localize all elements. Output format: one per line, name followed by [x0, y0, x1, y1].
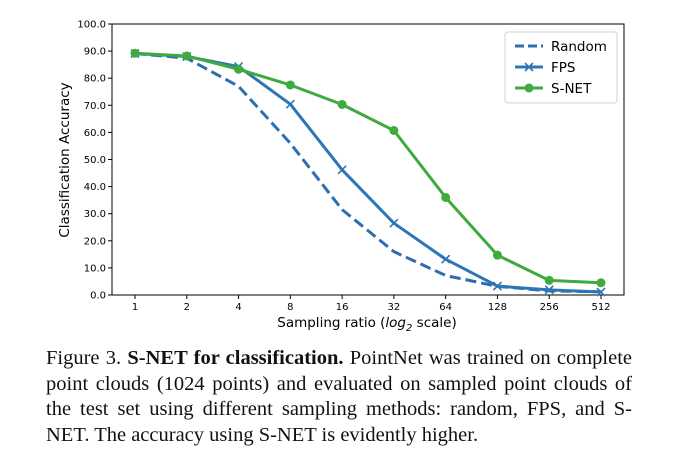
x-axis-label: Sampling ratio (log2 scale) [277, 315, 456, 334]
data-point [492, 281, 503, 291]
data-point [337, 165, 347, 175]
y-tick-label: 90.0 [84, 47, 106, 58]
x-tick-label: 32 [388, 302, 401, 313]
x-tick-label: 4 [235, 302, 241, 313]
y-axis: 0.0 10.0 20.0 30.0 40.0 50.0 60.0 70.0 80.0 90.0 1… [77, 20, 112, 302]
accuracy-chart: 0.0 10.0 20.0 30.0 40.0 50.0 60.0 70.0 80.0 90.0 1… [57, 20, 625, 334]
legend: Random FPS S-NET [504, 31, 618, 104]
x-tick-label: 1 [132, 302, 138, 313]
legend-box [504, 31, 618, 104]
data-point [389, 218, 399, 228]
legend-label: FPS [551, 60, 575, 76]
legend-label: S-NET [551, 81, 592, 97]
y-tick-label: 100.0 [77, 20, 106, 31]
caption-text: PointNet was trained on complete point c… [46, 347, 632, 446]
data-point [544, 285, 554, 295]
data-point [234, 64, 244, 74]
series-lines [134, 51, 602, 294]
x-tick-label: 16 [336, 302, 349, 313]
legend-item-s-net: S-NET [515, 81, 592, 97]
x-tick-label: 8 [287, 302, 293, 313]
y-tick-label: 10.0 [84, 263, 106, 274]
data-point [596, 278, 606, 288]
x-tick-label: 512 [591, 302, 610, 313]
data-point [441, 254, 451, 264]
data-point [389, 126, 399, 136]
x-tick-label: 2 [184, 302, 190, 313]
x-tick-label: 256 [540, 302, 559, 313]
x-axis: 1 2 4 8 16 32 64 128 256 512 [132, 295, 611, 313]
y-tick-label: 60.0 [84, 128, 106, 139]
figure-caption: Figure 3. S-NET for classification. Poin… [46, 346, 632, 448]
data-point [596, 287, 606, 297]
legend-item-random: Random [515, 39, 607, 55]
data-point [441, 192, 451, 202]
y-tick-label: 50.0 [84, 155, 106, 166]
y-tick-label: 80.0 [84, 74, 106, 85]
y-axis-label: Classification Accuracy [57, 82, 73, 237]
data-point [492, 250, 502, 260]
y-tick-label: 20.0 [84, 236, 106, 247]
x-tick-label: 64 [439, 302, 452, 313]
legend-label: Random [551, 39, 607, 55]
data-point [544, 275, 554, 285]
x-tick-label: 128 [488, 302, 507, 313]
caption-title: S-NET for classification. [127, 347, 344, 369]
data-point [285, 80, 295, 90]
legend-item-fps: FPS [515, 60, 575, 76]
data-point [337, 99, 347, 109]
data-point [285, 99, 295, 109]
y-tick-label: 40.0 [84, 182, 106, 193]
data-point [130, 48, 140, 58]
y-tick-label: 0.0 [90, 291, 106, 302]
y-tick-label: 70.0 [84, 101, 106, 112]
y-tick-label: 30.0 [84, 209, 106, 220]
caption-label: Figure 3. [46, 347, 122, 369]
series-markers [130, 48, 606, 297]
series-line-s-net [134, 51, 602, 285]
data-point [182, 51, 192, 61]
